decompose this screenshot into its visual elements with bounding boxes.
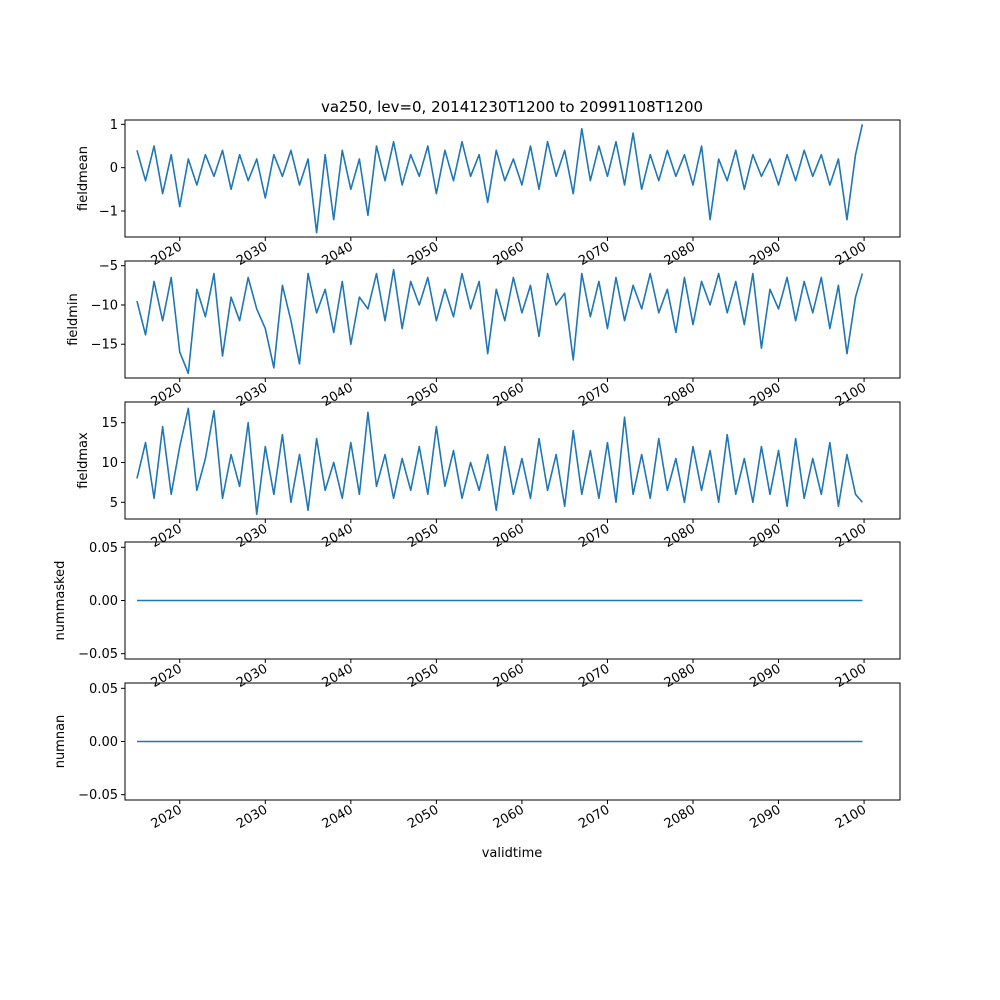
y-axis-label: fieldmax bbox=[76, 432, 91, 489]
y-tick-label: 15 bbox=[101, 416, 118, 431]
y-axis-label: numnan bbox=[53, 715, 68, 769]
y-axis-label: nummasked bbox=[53, 561, 68, 641]
y-tick-label: −1 bbox=[99, 205, 118, 220]
series-line bbox=[136, 268, 864, 375]
y-tick-label: 0.05 bbox=[89, 541, 118, 556]
y-tick-label: 0.00 bbox=[89, 735, 118, 750]
y-tick-label: −0.05 bbox=[78, 647, 118, 662]
y-axis-label: fieldmin bbox=[66, 293, 81, 346]
y-tick-label: −0.05 bbox=[78, 788, 118, 803]
x-axis-label: validtime bbox=[482, 846, 543, 861]
axes-frame bbox=[124, 119, 901, 238]
y-tick-label: 1 bbox=[110, 118, 118, 133]
axes-frame bbox=[124, 260, 901, 379]
y-tick-label: 5 bbox=[110, 496, 118, 511]
y-tick-label: 0.00 bbox=[89, 594, 118, 609]
figure-title: va250, lev=0, 20141230T1200 to 20991108T… bbox=[321, 98, 703, 116]
y-axis-label: fieldmean bbox=[76, 146, 91, 211]
y-tick-label: −10 bbox=[91, 298, 118, 313]
y-tick-label: 0.05 bbox=[89, 682, 118, 697]
y-tick-label: 10 bbox=[101, 456, 118, 471]
series-line bbox=[136, 407, 863, 516]
series-line bbox=[136, 124, 864, 234]
y-tick-label: −15 bbox=[91, 338, 118, 353]
y-tick-label: −5 bbox=[99, 259, 118, 274]
y-tick-label: 0 bbox=[110, 161, 118, 176]
axes-frame bbox=[124, 401, 901, 520]
